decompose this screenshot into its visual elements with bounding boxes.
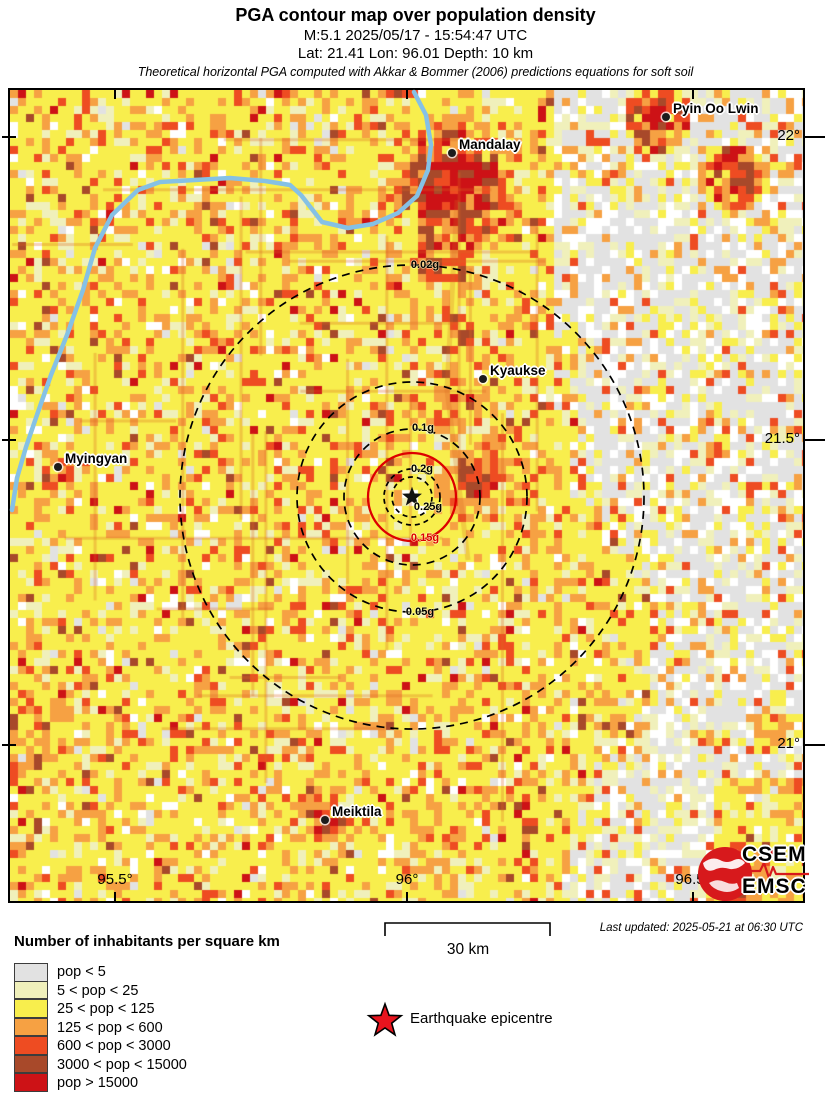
- legend-row: 125 < pop < 600: [14, 1017, 280, 1038]
- legend-swatch: [14, 963, 48, 982]
- csem-emsc-logo: CSEM EMSC: [695, 843, 813, 903]
- legend-class-label: 5 < pop < 25: [57, 982, 139, 999]
- pga-contour-0.05g: [296, 381, 528, 613]
- last-updated: Last updated: 2025-05-21 at 06:30 UTC: [599, 922, 803, 934]
- legend-row: pop < 5: [14, 963, 280, 982]
- header: PGA contour map over population density …: [0, 4, 831, 81]
- globe-icon: [698, 847, 809, 901]
- contour-label: 0.25g: [413, 501, 443, 513]
- city-dot-icon: [54, 463, 62, 471]
- method-note: Theoretical horizontal PGA computed with…: [137, 65, 694, 79]
- map-overlay: [2, 88, 825, 903]
- scale-bar: [384, 922, 551, 936]
- legend-class-label: 25 < pop < 125: [57, 1001, 155, 1017]
- scale-bar-bracket: [384, 922, 551, 936]
- city-label: Mandalay: [459, 137, 521, 152]
- legend-swatch: [14, 1073, 48, 1092]
- legend-row: 25 < pop < 125: [14, 999, 280, 1019]
- legend-swatch: [14, 1036, 48, 1055]
- legend-row: 5 < pop < 25: [14, 980, 280, 1001]
- logo-csem-text: CSEM: [742, 843, 807, 866]
- page-title: PGA contour map over population density: [235, 5, 596, 25]
- contour-label: 0.05g: [405, 606, 435, 618]
- city-dot-icon: [448, 149, 456, 157]
- contour-label: 0.02g: [410, 259, 440, 271]
- legend-swatch: [14, 1017, 48, 1036]
- pga-contour-0.25g: [391, 476, 433, 518]
- lat-label: 21.5°: [764, 430, 800, 447]
- legend-class-label: pop < 5: [57, 964, 106, 980]
- city-label: Myingyan: [65, 451, 128, 466]
- lon-label: 96°: [395, 871, 419, 888]
- legend-row: 600 < pop < 3000: [14, 1036, 280, 1056]
- legend-swatch: [14, 999, 48, 1018]
- lat-label: 22°: [777, 127, 800, 144]
- legend-class-label: pop > 15000: [57, 1075, 139, 1091]
- epicentre-legend-label: Earthquake epicentre: [410, 1010, 553, 1027]
- river: [9, 89, 434, 513]
- logo-seismogram: [747, 861, 809, 880]
- legend-swatch: [14, 980, 48, 999]
- globe-sea-south: [709, 880, 739, 892]
- lat-label: 21°: [777, 735, 800, 752]
- star-shape: [366, 1001, 404, 1037]
- globe-sea-north: [703, 858, 745, 871]
- legend-row: pop > 15000: [14, 1073, 280, 1093]
- legend-row: 3000 < pop < 15000: [14, 1054, 280, 1075]
- legend-title: Number of inhabitants per square km: [14, 933, 280, 950]
- magnitude-line: M:5.1 2025/05/17 - 15:54:47 UTC: [303, 26, 528, 44]
- map-canvas[interactable]: Mandalay Pyin Oo Lwin Kyaukse Myingyan Meikt…: [2, 88, 825, 903]
- city-dot-icon: [662, 113, 670, 121]
- contour-label: 0.1g: [411, 422, 435, 434]
- location-line: Lat: 21.41 Lon: 96.01 Depth: 10 km: [297, 45, 534, 63]
- pga-contour-0.02g: [179, 264, 645, 730]
- legend-class-label: 3000 < pop < 15000: [57, 1056, 187, 1073]
- contour-label: 0.2g: [410, 463, 434, 475]
- pga-contour-0.1g: [343, 428, 481, 566]
- pga-contour-0.2g: [383, 468, 441, 526]
- scale-label: 30 km: [446, 941, 490, 958]
- city-dot-icon: [321, 816, 329, 824]
- population-legend: Number of inhabitants per square km pop …: [14, 933, 280, 1093]
- city-label: Pyin Oo Lwin: [673, 101, 759, 116]
- lon-label: 95.5°: [97, 871, 133, 888]
- city-label: Kyaukse: [490, 363, 546, 378]
- epicenter-star-icon: [402, 486, 422, 506]
- city-label: Meiktila: [332, 804, 382, 819]
- contour-label: 0.15g: [410, 532, 440, 544]
- city-dot-icon: [479, 375, 487, 383]
- logo-emsc-text: EMSC: [742, 875, 807, 898]
- pga-contour-0.15g: [366, 451, 458, 543]
- epicentre-star-icon: [366, 1001, 404, 1037]
- legend-class-label: 600 < pop < 3000: [57, 1038, 171, 1054]
- legend-class-label: 125 < pop < 600: [57, 1019, 163, 1036]
- legend-swatch: [14, 1054, 48, 1073]
